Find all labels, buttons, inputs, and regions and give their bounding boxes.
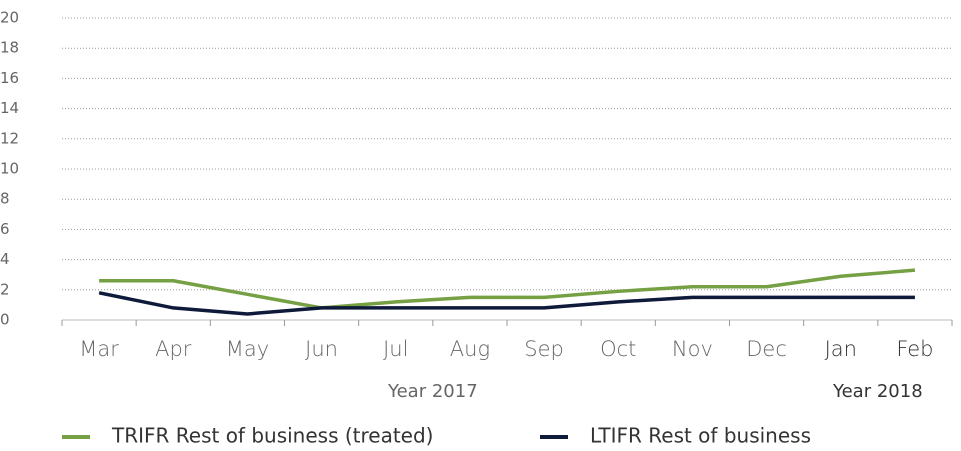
x-tick-label: Sep [524,337,564,361]
group-label: Year 2017 [387,381,478,402]
y-tick-label: 16 [0,69,19,87]
x-tick-label: Oct [600,337,636,361]
x-tick-label: Dec [746,337,787,361]
y-tick-label: 10 [0,160,19,178]
x-tick-label: Feb [896,337,933,361]
x-tick-label: Nov [672,337,713,361]
y-tick-label: 6 [0,220,10,238]
x-tick-label: Jan [825,337,857,361]
legend-label: LTIFR Rest of business [590,424,811,448]
y-tick-label: 8 [0,190,10,208]
x-tick-label: Apr [155,337,192,361]
x-tick-label: Jun [305,337,338,361]
x-tick-label: May [226,337,269,361]
y-tick-label: 18 [0,39,19,57]
x-tick-label: Aug [450,337,490,361]
y-tick-label: 4 [0,250,10,268]
y-tick-label: 14 [0,99,19,117]
group-label: Year 2018 [832,381,923,402]
line [98,291,915,316]
y-tick-label: 0 [0,311,10,329]
line [99,268,916,310]
x-tick-label: Mar [79,337,119,361]
x-tick-label: Jul [383,337,408,361]
legend-label: TRIFR Rest of business (treated) [111,424,433,448]
y-tick-label: 12 [0,129,19,147]
y-tick-label: 20 [0,9,19,27]
y-tick-label: 2 [0,280,10,298]
